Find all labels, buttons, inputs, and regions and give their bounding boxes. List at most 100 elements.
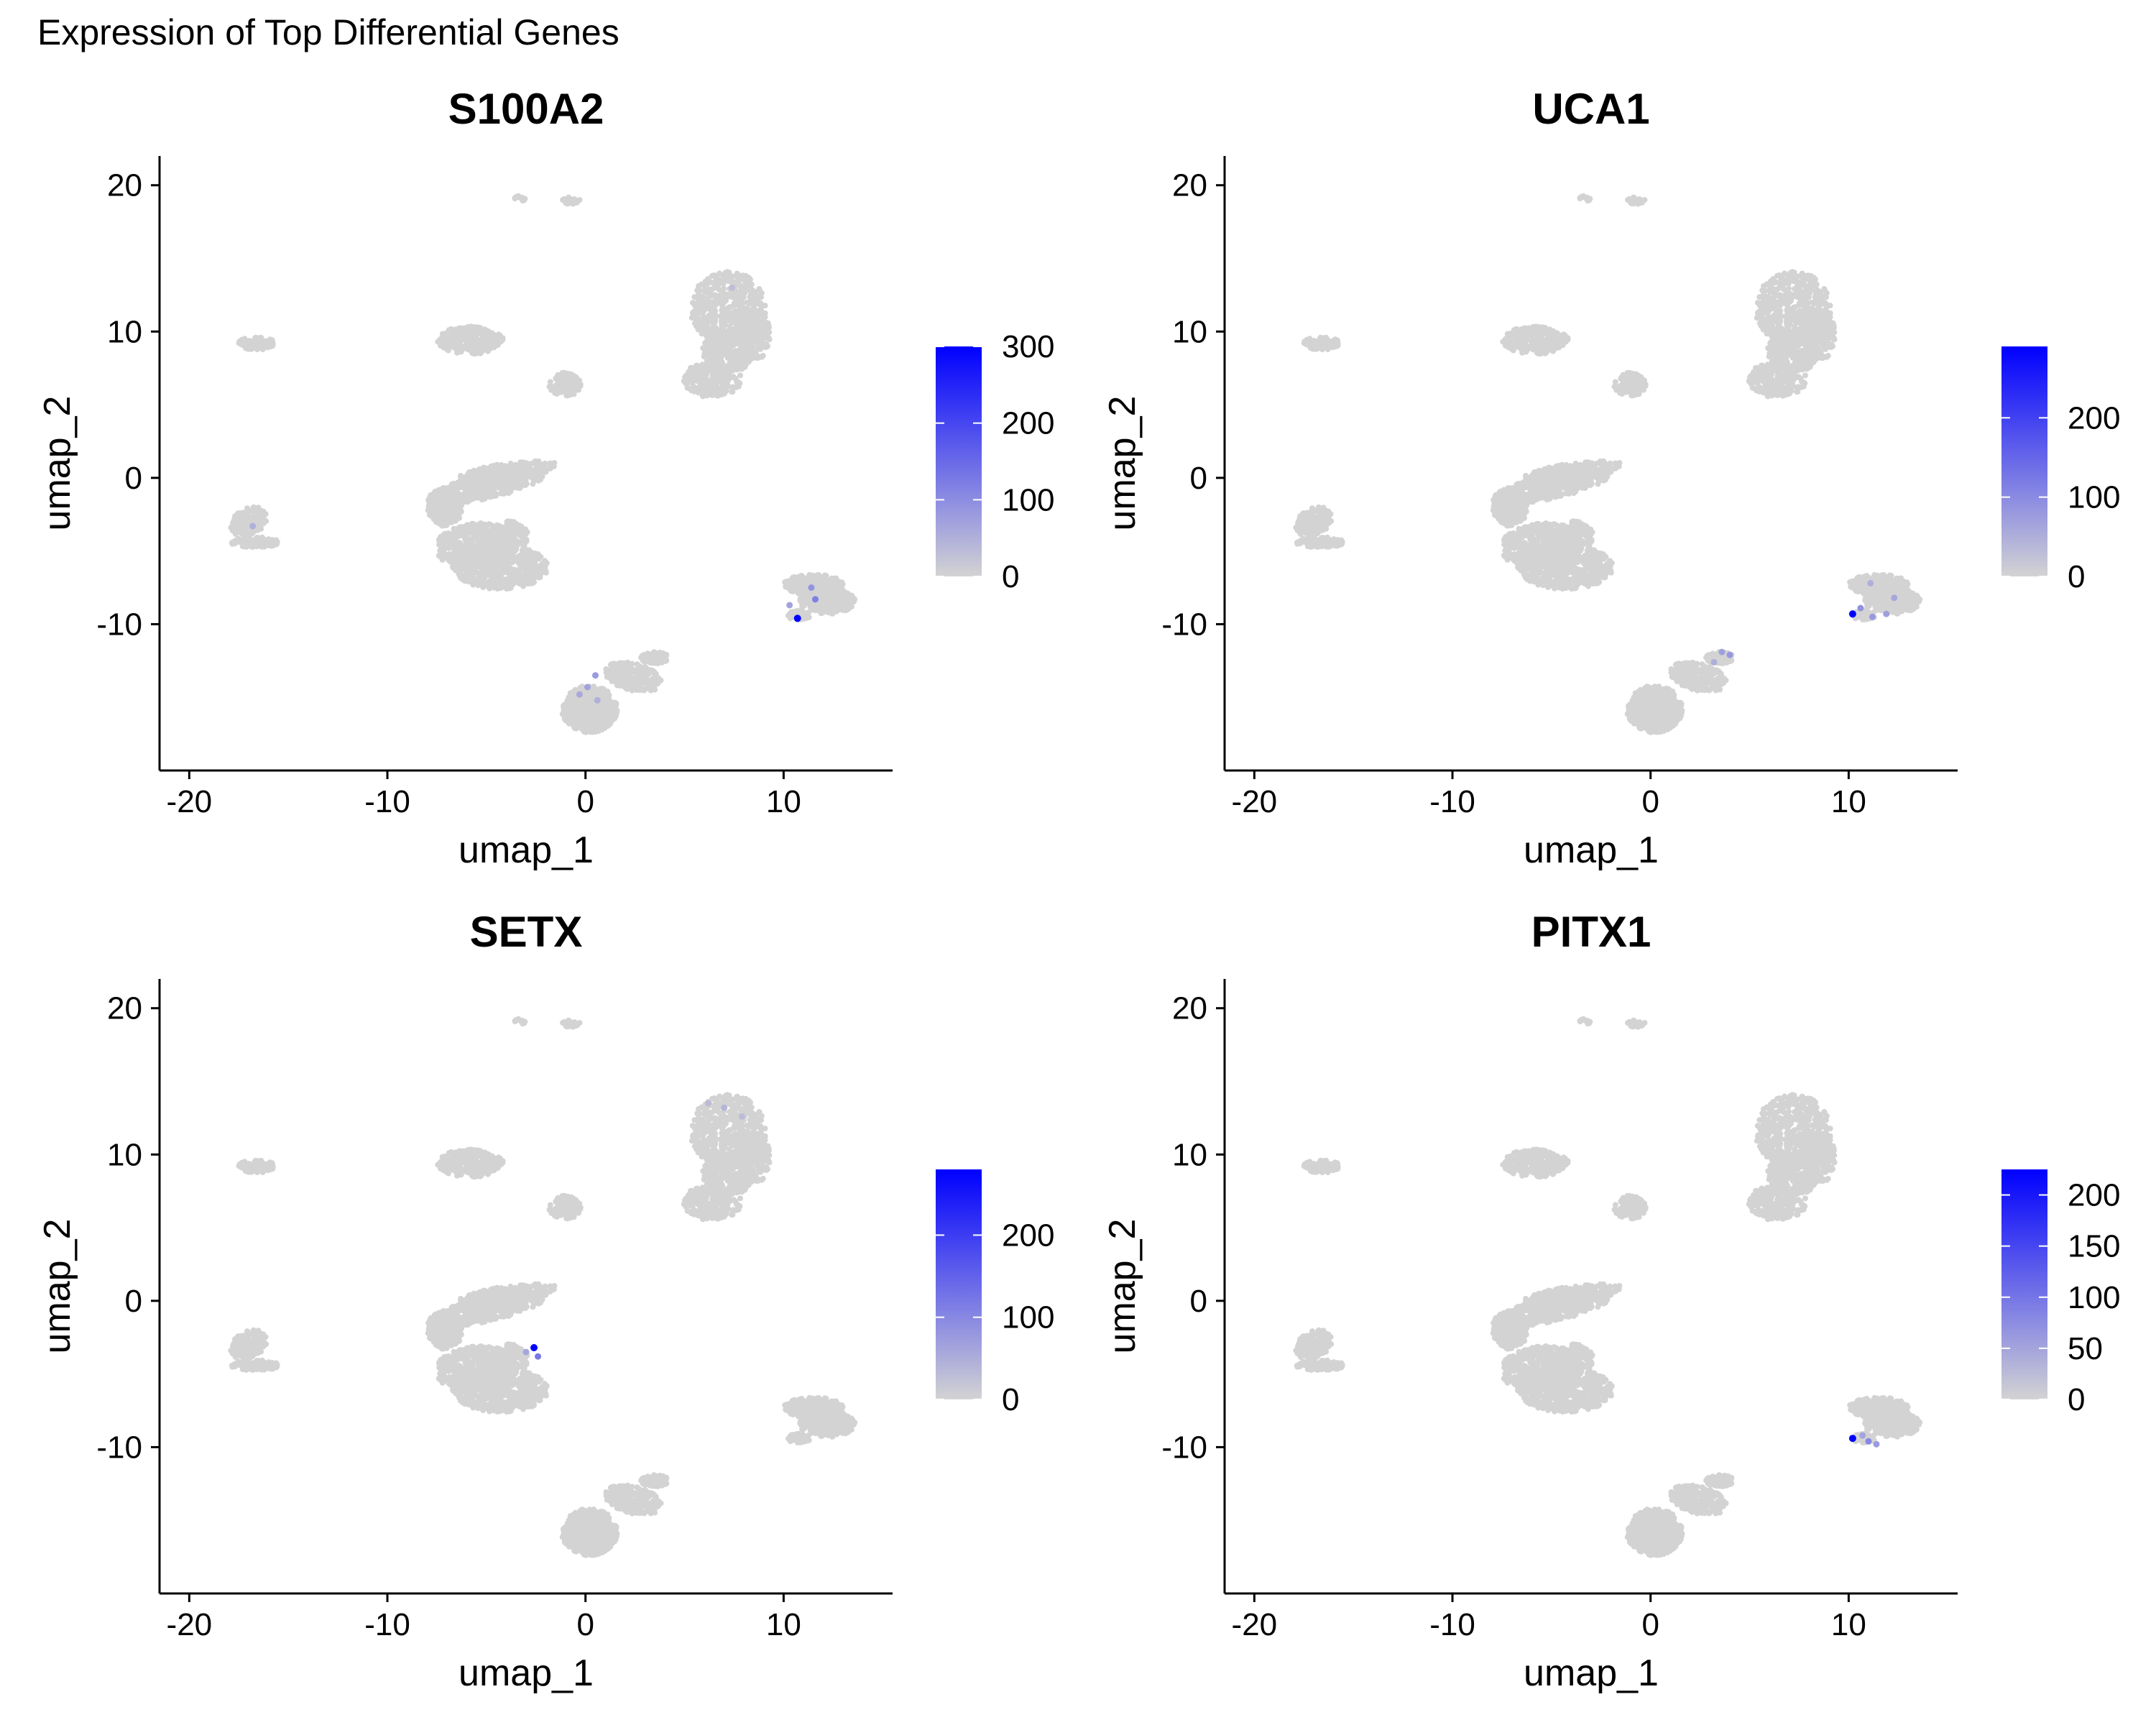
- panel-title: S100A2: [448, 85, 604, 133]
- x-tick-label: -10: [364, 1607, 410, 1642]
- expressing-cell: [793, 615, 801, 622]
- x-tick-label: 10: [1831, 1607, 1866, 1642]
- colorbar-tick-label: 0: [1002, 559, 1019, 594]
- x-tick-label: -20: [167, 1607, 213, 1642]
- x-tick-label: 0: [576, 784, 594, 819]
- panel-setx: SETX -20 -10 0 10 -10 0 10 20 umap_1 umap_2 0 100 200: [37, 908, 1054, 1694]
- colorbar-tick-label: 200: [2068, 400, 2120, 436]
- panel-uca1: UCA1 -20 -10 0 10 -10 0 10 20 umap_1 umap_2 0 100 200: [1102, 85, 2120, 871]
- x-tick-label: -20: [1232, 1607, 1278, 1642]
- y-tick-label: 10: [1172, 314, 1207, 349]
- colorbar-tick-label: 200: [1002, 1218, 1054, 1253]
- y-tick-label: 20: [107, 168, 142, 203]
- colorbar-tick-label: 0: [2068, 1382, 2085, 1417]
- colorbar-tick-label: 0: [2068, 559, 2085, 594]
- x-axis-label: umap_1: [1524, 829, 1659, 871]
- colorbar-gradient: [2001, 346, 2047, 576]
- background-cells: [1293, 1016, 1923, 1558]
- colorbar: 0 50 100 150 200: [2001, 1169, 2120, 1417]
- expressing-cell: [249, 523, 257, 530]
- y-tick-label: 0: [1190, 461, 1207, 496]
- colorbar-tick-label: 100: [2068, 480, 2120, 515]
- colorbar-tick-label: 100: [1002, 1300, 1054, 1335]
- expressing-cell: [1873, 1440, 1880, 1448]
- y-tick-label: 0: [125, 461, 142, 496]
- expressing-cell: [738, 1113, 745, 1120]
- y-tick-label: 10: [107, 1137, 142, 1172]
- expressing-cell: [1857, 604, 1864, 612]
- expressing-cell: [1867, 579, 1874, 586]
- expressing-cell: [535, 1353, 542, 1360]
- expressing-cell: [1869, 613, 1876, 620]
- expressing-cell: [1718, 648, 1726, 656]
- background-cell-points: [228, 193, 858, 735]
- y-tick-label: -10: [96, 1430, 142, 1465]
- colorbar-gradient: [2001, 1169, 2047, 1399]
- expressing-cell: [808, 584, 815, 592]
- colorbar-tick-label: 100: [2068, 1280, 2120, 1315]
- panel-title: PITX1: [1531, 908, 1651, 956]
- colorbar-tick-label: 200: [1002, 406, 1054, 441]
- x-axis-label: umap_1: [1524, 1652, 1659, 1694]
- expressing-cell: [705, 1100, 712, 1107]
- expressing-cell: [721, 1104, 728, 1111]
- y-tick-label: 10: [107, 314, 142, 349]
- x-tick-label: 10: [766, 1607, 801, 1642]
- background-cell-points: [1293, 193, 1923, 735]
- y-axis-label: umap_2: [1102, 1219, 1143, 1354]
- expressing-cell: [530, 1344, 538, 1351]
- x-tick-label: 10: [766, 784, 801, 819]
- background-cells: [1293, 193, 1923, 735]
- x-tick-label: -20: [1232, 784, 1278, 819]
- x-tick-label: -10: [364, 784, 410, 819]
- background-cell-points: [228, 1016, 858, 1558]
- expressing-cell: [1891, 594, 1898, 602]
- expressing-cell: [811, 596, 819, 603]
- expressing-cell: [1883, 610, 1890, 617]
- expressing-cell: [591, 672, 599, 679]
- expressing-cell: [584, 684, 591, 691]
- y-tick-label: 20: [1172, 168, 1207, 203]
- x-tick-label: -10: [1429, 784, 1475, 819]
- expressing-cell: [729, 284, 736, 291]
- expressing-cell: [1848, 1435, 1856, 1443]
- background-cells: [228, 1016, 858, 1558]
- y-tick-label: 10: [1172, 1137, 1207, 1172]
- y-tick-label: -10: [96, 607, 142, 642]
- colorbar-tick-label: 0: [1002, 1382, 1019, 1417]
- y-tick-label: -10: [1161, 607, 1207, 642]
- expressing-cell: [1710, 658, 1718, 666]
- y-tick-label: 20: [107, 991, 142, 1026]
- expressing-cell: [1859, 1432, 1866, 1439]
- colorbar: 0 100 200: [936, 1169, 1054, 1417]
- colorbar: 0 100 200 300: [936, 329, 1054, 594]
- y-tick-label: 20: [1172, 991, 1207, 1026]
- panel-title: SETX: [470, 908, 583, 956]
- x-axis-label: umap_1: [459, 829, 594, 871]
- panel-pitx1: PITX1 -20 -10 0 10 -10 0 10 20 umap_1 umap_2 0 50 100…: [1102, 908, 2120, 1694]
- y-axis-label: umap_2: [37, 396, 78, 531]
- y-tick-label: 0: [125, 1284, 142, 1319]
- x-tick-label: 0: [1641, 1607, 1659, 1642]
- y-axis-label: umap_2: [37, 1219, 78, 1354]
- colorbar-tick-label: 50: [2068, 1331, 2103, 1366]
- y-axis-label: umap_2: [1102, 396, 1143, 531]
- figure-title: Expression of Top Differential Genes: [37, 12, 619, 52]
- colorbar-tick-label: 100: [1002, 482, 1054, 518]
- y-tick-label: -10: [1161, 1430, 1207, 1465]
- x-tick-label: -10: [1429, 1607, 1475, 1642]
- expressing-cell: [522, 1348, 530, 1356]
- colorbar-tick-label: 300: [1002, 329, 1054, 364]
- expressing-cell: [1726, 651, 1733, 658]
- x-tick-label: -20: [167, 784, 213, 819]
- expressing-cell: [1865, 1438, 1872, 1445]
- background-cells: [228, 193, 858, 735]
- x-axis-label: umap_1: [459, 1652, 594, 1694]
- colorbar-tick-label: 200: [2068, 1178, 2120, 1213]
- panel-s100a2: S100A2 -20 -10 0 10 -10 0 10 20 umap_1 umap_2 0 100 2…: [37, 85, 1054, 871]
- colorbar-gradient: [936, 346, 982, 576]
- x-tick-label: 0: [576, 1607, 594, 1642]
- x-tick-label: 10: [1831, 784, 1866, 819]
- expressing-cell: [786, 602, 793, 609]
